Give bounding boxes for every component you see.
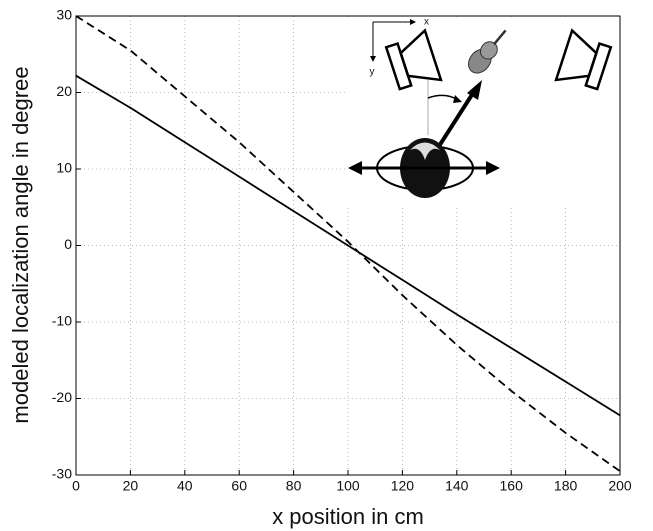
- x-tick-label: 0: [72, 478, 80, 494]
- inset-y-label: y: [370, 67, 375, 78]
- chart: x y x position in cm modeled localizatio…: [0, 0, 653, 531]
- x-tick-label: 40: [177, 478, 193, 494]
- y-axis-title: modeled localization angle in degree: [8, 66, 33, 423]
- x-tick-label: 100: [336, 478, 360, 494]
- y-tick-label: 10: [56, 160, 72, 176]
- x-tick-label: 120: [391, 478, 415, 494]
- y-tick-label: -30: [52, 466, 72, 482]
- x-tick-label: 60: [231, 478, 247, 494]
- x-tick-label: 20: [123, 478, 139, 494]
- y-tick-label: 0: [64, 236, 72, 252]
- y-tick-label: -10: [52, 313, 72, 329]
- x-tick-label: 140: [445, 478, 469, 494]
- y-tick-label: -20: [52, 389, 72, 405]
- y-tick-label: 30: [56, 7, 72, 23]
- x-axis-title: x position in cm: [272, 504, 424, 529]
- inset-illustration: x y: [346, 17, 619, 207]
- inset-x-label: x: [424, 17, 429, 28]
- x-tick-label: 180: [554, 478, 578, 494]
- x-tick-label: 80: [286, 478, 302, 494]
- x-tick-label: 200: [608, 478, 632, 494]
- y-tick-label: 20: [56, 83, 72, 99]
- x-tick-label: 160: [500, 478, 524, 494]
